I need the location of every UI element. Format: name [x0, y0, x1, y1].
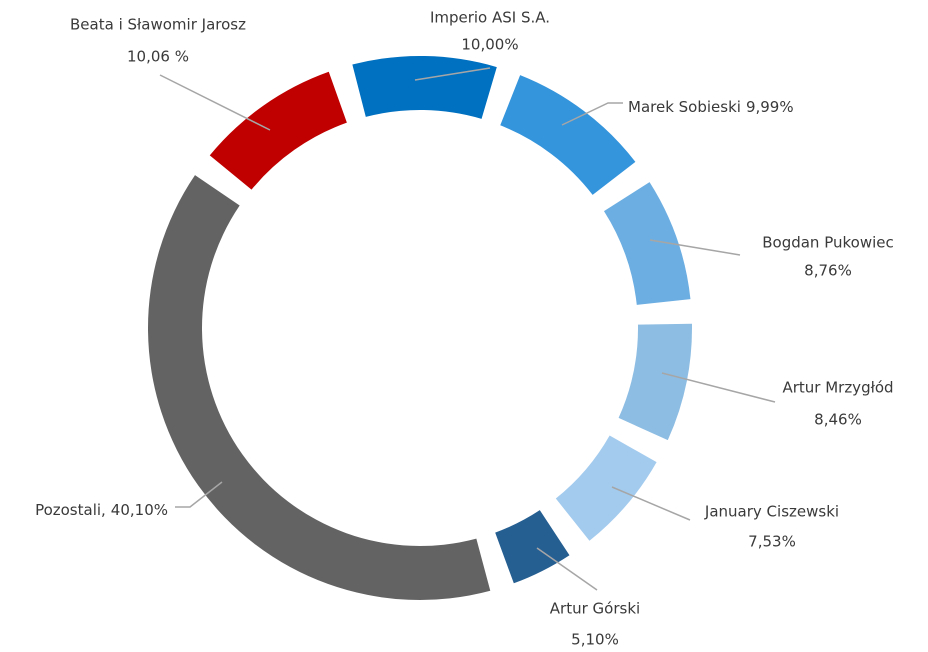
value-label: 8,76% [804, 262, 852, 280]
donut-segment [495, 510, 570, 584]
category-label: Imperio ASI S.A. [430, 9, 550, 27]
donut-segment [555, 435, 657, 541]
leader-line [159, 74, 271, 131]
value-label: 7,53% [748, 533, 796, 551]
value-label: 10,06 % [127, 48, 189, 66]
leader-line [561, 102, 623, 126]
category-label: Marek Sobieski [628, 98, 741, 116]
donut-segment [500, 75, 636, 195]
data-label: Pozostali, 40,10% [35, 501, 168, 519]
category-label: Artur Górski [550, 600, 640, 618]
leader-line [661, 372, 776, 403]
value-label: 10,00% [461, 36, 518, 54]
donut-segment [209, 71, 347, 190]
value-label: 9,99% [746, 98, 794, 116]
category-label: January Ciszewski [704, 503, 839, 521]
category-label: Artur Mrzygłód [782, 379, 893, 397]
leader-line [414, 67, 491, 81]
data-label: Marek Sobieski 9,99% [628, 98, 794, 116]
leader-line [649, 239, 741, 256]
category-label: Pozostali, [35, 501, 106, 519]
value-label: 40,10% [111, 501, 168, 519]
donut-segment [618, 323, 692, 441]
value-label: 5,10% [571, 631, 619, 649]
leader-line [175, 481, 223, 508]
category-label: Beata i Sławomir Jarosz [70, 16, 246, 34]
leader-line [536, 547, 598, 591]
category-label: Bogdan Pukowiec [762, 234, 894, 252]
leader-line [611, 486, 691, 521]
donut-segment [148, 175, 491, 600]
value-label: 8,46% [814, 411, 862, 429]
donut-segment [352, 55, 497, 119]
donut-segment [603, 182, 691, 305]
